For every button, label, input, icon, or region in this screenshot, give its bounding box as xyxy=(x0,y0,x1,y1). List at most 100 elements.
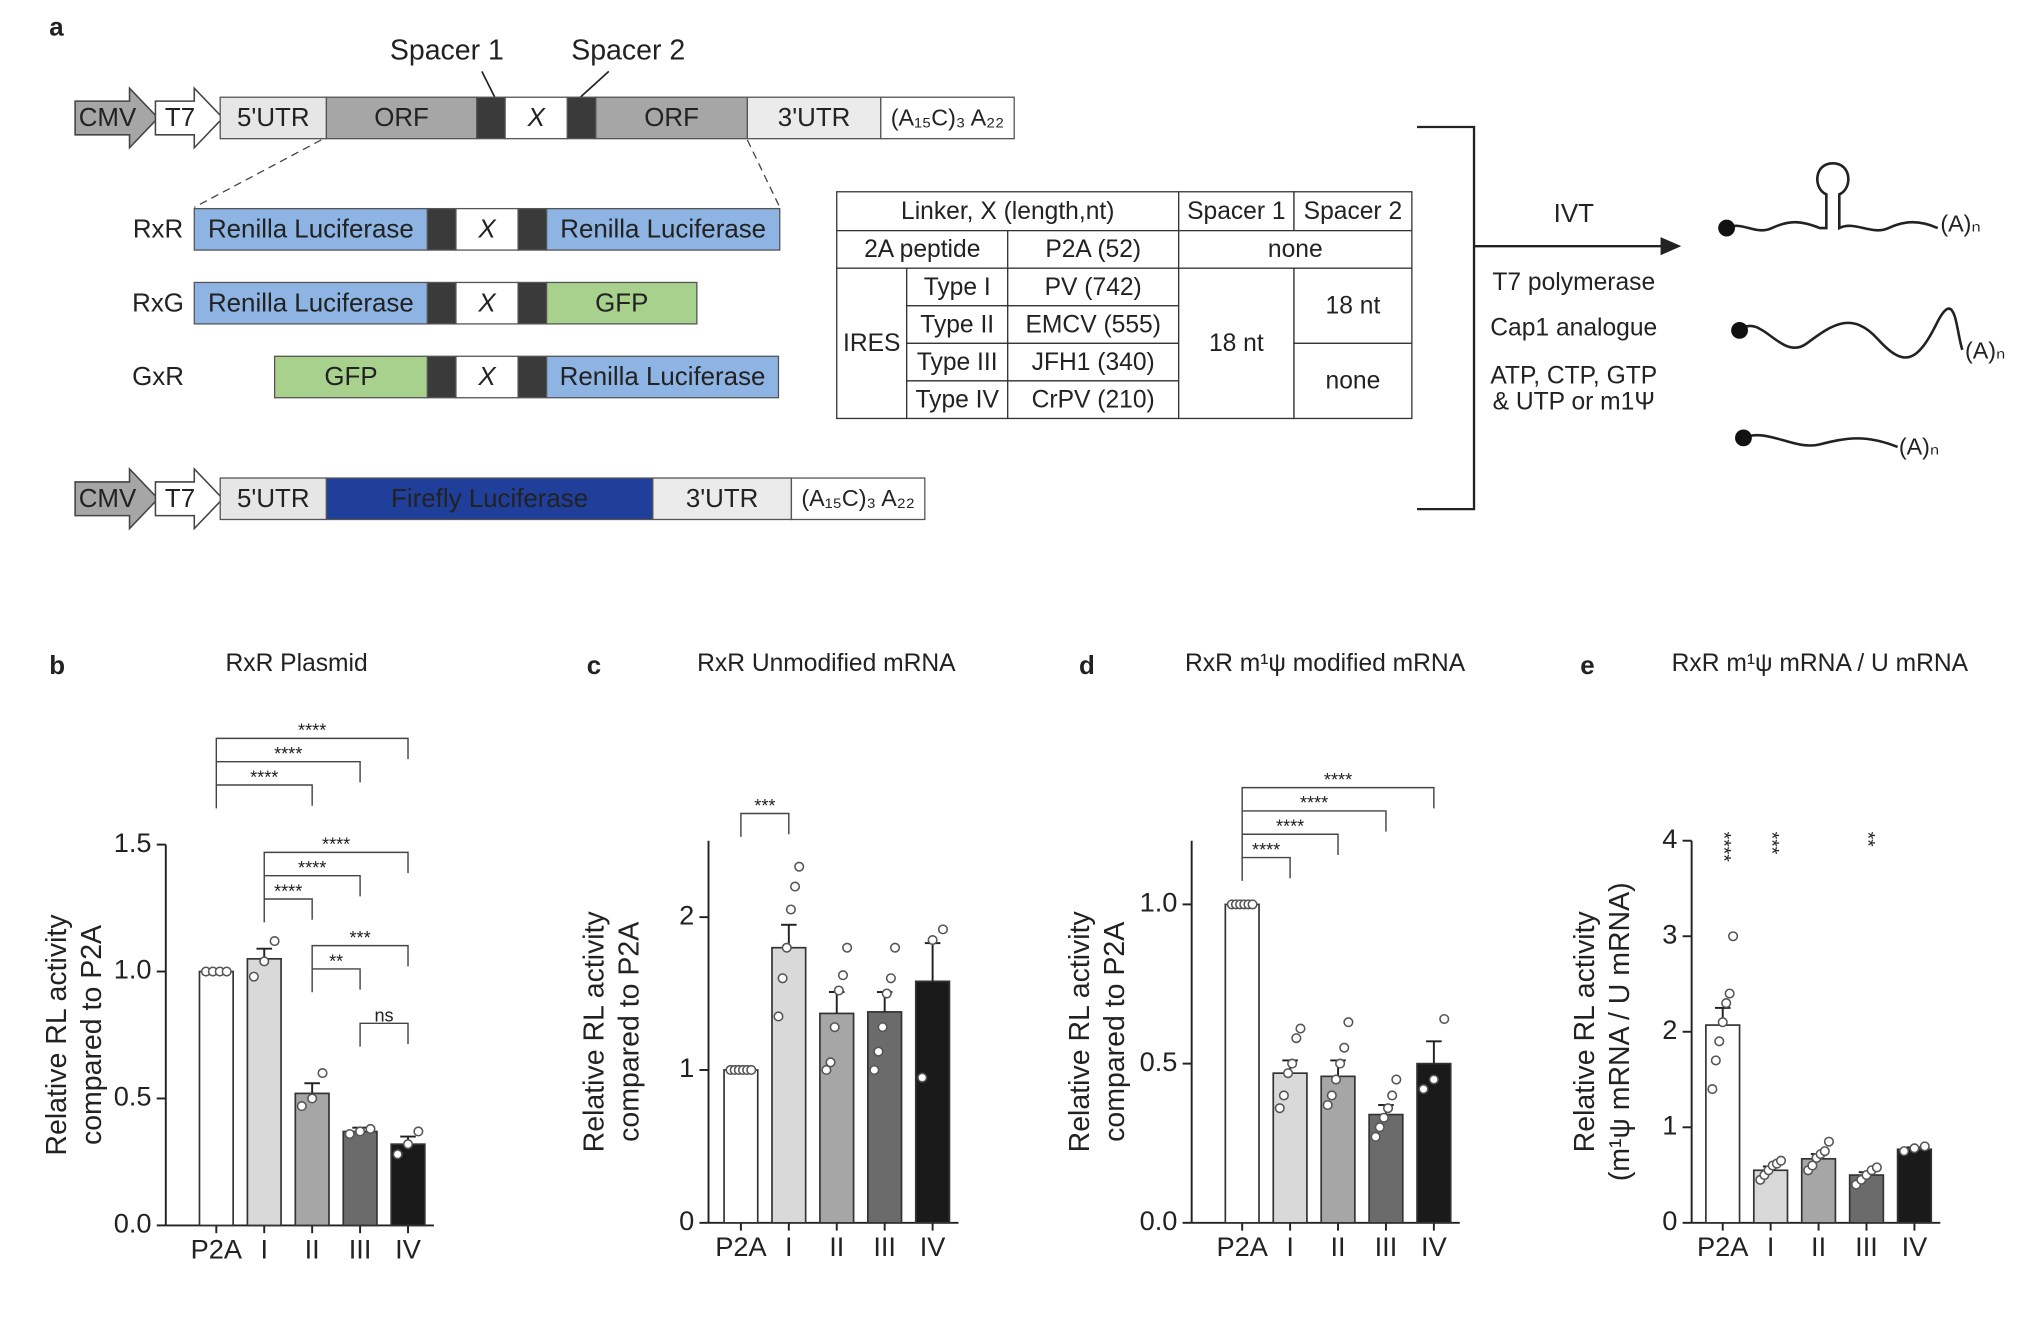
y-tick-label: 1.0 xyxy=(1140,887,1178,918)
significance-label: ** xyxy=(329,951,343,971)
data-point xyxy=(1819,1146,1830,1157)
data-point xyxy=(1335,1058,1346,1069)
table-cell xyxy=(1007,267,1180,307)
data-point xyxy=(1871,1162,1882,1173)
data-point xyxy=(1382,1103,1394,1114)
x-tick-label: I xyxy=(1286,1231,1294,1262)
mrna-long xyxy=(1738,307,1964,359)
table-text: CrPV (210) xyxy=(1032,386,1155,413)
significance-label: **** xyxy=(274,881,302,901)
promoter-arrow xyxy=(154,86,224,150)
ivt-condition: Cap1 analogue xyxy=(1490,315,1657,342)
zoom-line xyxy=(193,139,322,208)
significance-bracket xyxy=(311,944,409,969)
promoter-arrow xyxy=(74,86,160,150)
significance-label: *** xyxy=(350,928,371,948)
table-text: PV (742) xyxy=(1045,274,1142,301)
data-point xyxy=(1274,1103,1285,1114)
data-point xyxy=(1391,1074,1402,1085)
table-text: 18 nt xyxy=(1209,330,1264,357)
data-point xyxy=(789,881,801,892)
y-tick-label: 1 xyxy=(679,1052,694,1083)
bar xyxy=(723,1069,759,1224)
table-cell xyxy=(1178,229,1413,269)
x-tick-label: P2A xyxy=(1697,1231,1749,1262)
significance-bracket xyxy=(263,874,361,900)
significance-bracket xyxy=(740,812,790,837)
mrna-short xyxy=(1742,433,1899,449)
x-tick-label: III xyxy=(349,1234,372,1265)
data-point xyxy=(1291,1033,1302,1044)
table-cell xyxy=(1293,342,1413,420)
significance-bracket xyxy=(1241,833,1339,858)
x-tick-label: IV xyxy=(1902,1231,1929,1262)
box xyxy=(219,96,328,140)
data-point xyxy=(794,861,805,872)
bar xyxy=(866,1011,903,1224)
box xyxy=(790,477,926,521)
x-tick-label: I xyxy=(1767,1231,1775,1262)
significance-label: *** xyxy=(754,796,775,816)
box-label: ORF xyxy=(644,104,699,132)
box xyxy=(455,355,519,399)
significance-label: **** xyxy=(1300,793,1328,813)
y-tick-label: 0.5 xyxy=(114,1081,152,1112)
x-tick-label: II xyxy=(829,1231,844,1262)
box-label: (A₁₅C)₃ A₂₂ xyxy=(801,485,914,511)
box xyxy=(545,355,780,399)
significance-bracket xyxy=(215,737,409,762)
significance-bracket xyxy=(215,784,313,809)
ivt-condition: ATP, CTP, GTP xyxy=(1490,363,1657,390)
x-tick-label: IV xyxy=(1421,1231,1448,1262)
bar xyxy=(1368,1113,1404,1224)
data-point xyxy=(842,942,853,953)
significance-label: **** xyxy=(298,721,326,741)
data-point xyxy=(885,973,896,984)
poly-a-label: (A)ₙ xyxy=(1899,433,1939,459)
bar xyxy=(1320,1075,1356,1224)
significance-label: **** xyxy=(1324,770,1352,790)
data-point xyxy=(837,970,849,981)
data-point xyxy=(829,1022,840,1033)
chart-title: RxR m¹ψ modified mRNA xyxy=(1185,650,1466,677)
y-axis-label: Relative RL activity xyxy=(578,910,610,1152)
data-point xyxy=(833,985,844,996)
table-text: Spacer 2 xyxy=(1304,198,1403,225)
box-label: Renilla Luciferase xyxy=(560,215,766,243)
spacer xyxy=(426,207,457,251)
bar xyxy=(771,946,807,1224)
bar xyxy=(294,1092,330,1227)
panel-letter: a xyxy=(49,13,64,41)
y-tick-label: 1.0 xyxy=(114,954,152,985)
box-label: X xyxy=(477,289,497,317)
box-label: 3'UTR xyxy=(778,104,851,132)
data-point xyxy=(746,1064,757,1076)
box-label: 3'UTR xyxy=(686,485,759,513)
y-axis-label: Relative RL activity xyxy=(41,914,73,1156)
table-text: 2A peptide xyxy=(864,236,980,263)
table-cell xyxy=(1178,267,1295,420)
table-text: none xyxy=(1326,368,1381,395)
box-label: Renilla Luciferase xyxy=(208,215,414,243)
significance-label: **** xyxy=(1713,832,1735,863)
data-point xyxy=(917,1072,928,1083)
data-point xyxy=(1295,1023,1306,1034)
data-point xyxy=(1823,1136,1834,1147)
x-tick-label: III xyxy=(1855,1231,1878,1262)
x-tick-label: P2A xyxy=(191,1234,243,1265)
promoter-arrow xyxy=(154,467,224,531)
box-label: X xyxy=(527,104,547,132)
box-label: 5'UTR xyxy=(237,104,310,132)
x-tick-label: IV xyxy=(920,1231,947,1262)
bar xyxy=(342,1130,378,1227)
data-point xyxy=(777,973,788,984)
y-axis-label: Relative RL activity xyxy=(1569,910,1601,1152)
box-label: 5'UTR xyxy=(237,485,310,513)
data-point xyxy=(355,1126,366,1137)
table-text: JFH1 (340) xyxy=(1032,349,1155,376)
bar xyxy=(246,958,282,1227)
data-point xyxy=(1247,899,1258,910)
y-axis-label: (m¹ψ mRNA / U mRNA) xyxy=(1604,882,1636,1181)
table-text: 18 nt xyxy=(1326,293,1381,320)
